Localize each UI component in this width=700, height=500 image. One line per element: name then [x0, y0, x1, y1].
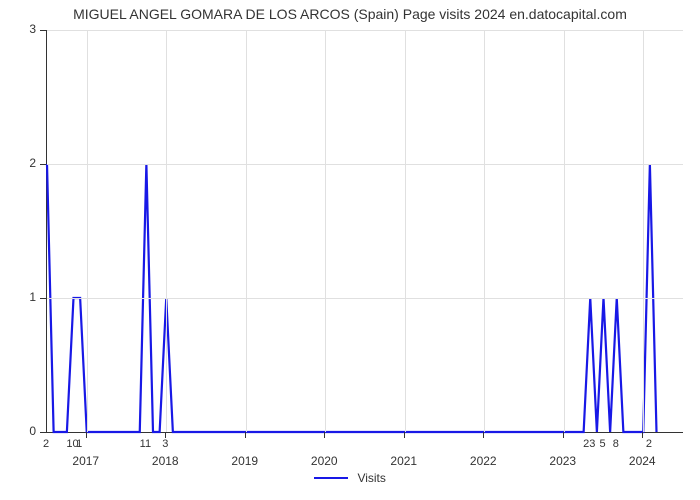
ytick	[40, 164, 46, 165]
xtick-label: 2024	[617, 454, 667, 468]
visits-line	[47, 30, 683, 432]
xtick	[86, 432, 87, 438]
ytick-label: 2	[16, 156, 36, 170]
point-label: 2	[43, 438, 49, 450]
xtick-label: 2018	[140, 454, 190, 468]
point-label: 3	[162, 438, 168, 450]
gridline-v	[405, 30, 406, 432]
legend-label: Visits	[357, 471, 385, 485]
plot-area	[46, 30, 683, 433]
xtick	[642, 432, 643, 438]
ytick-label: 0	[16, 424, 36, 438]
ytick	[40, 432, 46, 433]
point-label: 11	[140, 438, 151, 450]
xtick-label: 2021	[379, 454, 429, 468]
xtick	[563, 432, 564, 438]
point-label: 2	[646, 438, 652, 450]
ytick	[40, 298, 46, 299]
chart-title: MIGUEL ANGEL GOMARA DE LOS ARCOS (Spain)…	[0, 6, 700, 22]
xtick	[483, 432, 484, 438]
xtick	[404, 432, 405, 438]
gridline-v	[643, 30, 644, 432]
xtick	[245, 432, 246, 438]
gridline-v	[325, 30, 326, 432]
gridline-v	[87, 30, 88, 432]
xtick-label: 2019	[220, 454, 270, 468]
gridline-v	[564, 30, 565, 432]
point-label: 1	[76, 438, 82, 450]
gridline-h	[47, 30, 683, 31]
legend-swatch	[314, 477, 348, 479]
xtick-label: 2023	[538, 454, 588, 468]
gridline-v	[484, 30, 485, 432]
gridline-v	[246, 30, 247, 432]
ytick-label: 3	[16, 22, 36, 36]
point-label: 5	[599, 438, 605, 450]
xtick	[324, 432, 325, 438]
point-label: 23	[583, 438, 595, 450]
gridline-h	[47, 298, 683, 299]
xtick-label: 2017	[61, 454, 111, 468]
gridline-h	[47, 164, 683, 165]
xtick-label: 2020	[299, 454, 349, 468]
gridline-v	[166, 30, 167, 432]
ytick	[40, 30, 46, 31]
xtick-label: 2022	[458, 454, 508, 468]
legend: Visits	[0, 470, 700, 485]
ytick-label: 1	[16, 290, 36, 304]
point-label: 8	[613, 438, 619, 450]
